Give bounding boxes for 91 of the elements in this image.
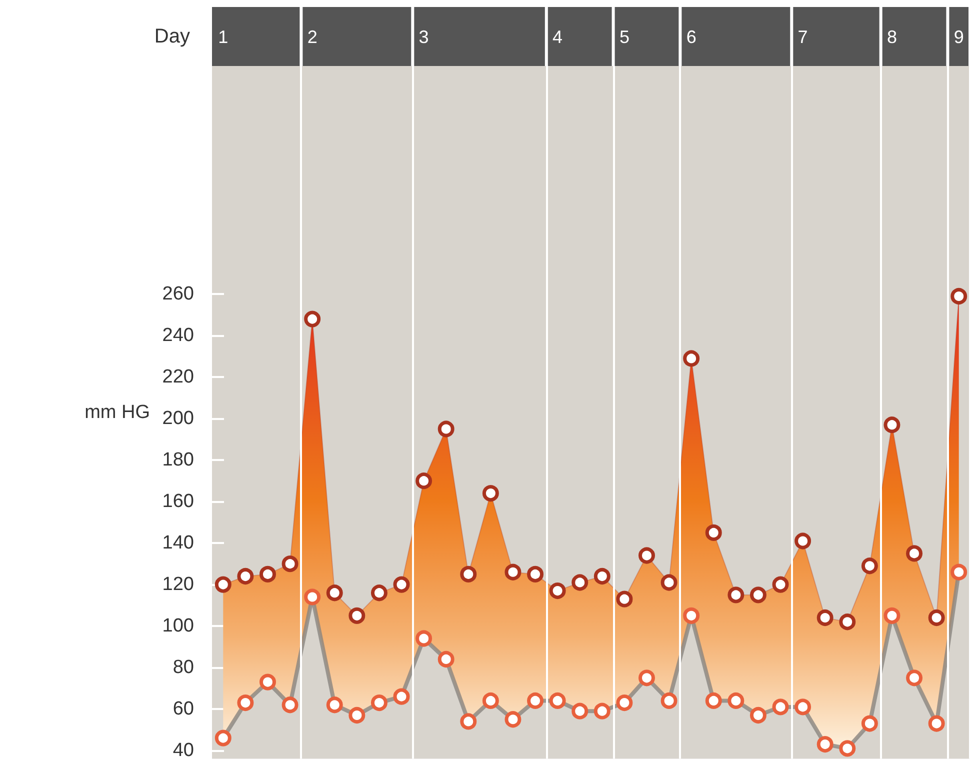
- point: [482, 692, 499, 709]
- point: [884, 416, 900, 434]
- point: [750, 586, 766, 604]
- x-tick-label: 2: [307, 27, 318, 47]
- point: [616, 590, 633, 608]
- point: [839, 740, 856, 757]
- x-tick-label: 3: [418, 27, 429, 47]
- point: [816, 736, 834, 753]
- point: [594, 702, 610, 720]
- x-tick-label: 9: [954, 27, 964, 47]
- point: [772, 698, 789, 716]
- point: [304, 588, 321, 606]
- point: [482, 485, 499, 502]
- point: [527, 692, 544, 709]
- point: [326, 696, 343, 714]
- point: [504, 711, 522, 728]
- point: [884, 607, 900, 624]
- y-tick-label: 260: [162, 284, 194, 305]
- y-tick-label: 60: [172, 698, 194, 720]
- point: [214, 730, 232, 746]
- point: [527, 566, 544, 582]
- point: [260, 566, 276, 582]
- point: [460, 566, 477, 582]
- point: [772, 576, 789, 593]
- point: [638, 670, 655, 686]
- point: [326, 584, 343, 602]
- point: [393, 688, 410, 705]
- point: [928, 610, 945, 626]
- point: [750, 706, 766, 724]
- point: [504, 564, 522, 580]
- y-tick-label: 200: [162, 408, 194, 430]
- point: [416, 630, 432, 647]
- point: [728, 586, 744, 604]
- x-tick-label: 8: [886, 27, 897, 47]
- point: [237, 694, 254, 712]
- x-axis-title: Day: [154, 26, 190, 48]
- point: [906, 545, 923, 562]
- point: [282, 696, 298, 714]
- point: [237, 568, 254, 585]
- point: [370, 694, 388, 712]
- point: [705, 692, 722, 709]
- point: [438, 650, 454, 668]
- x-tick-label: 4: [552, 27, 563, 47]
- point: [861, 715, 878, 732]
- point: [638, 547, 655, 564]
- point: [260, 674, 276, 690]
- point: [861, 558, 878, 574]
- point: [928, 715, 945, 732]
- point: [393, 576, 410, 593]
- point: [660, 574, 678, 591]
- point: [594, 568, 610, 585]
- point: [906, 670, 923, 686]
- point: [549, 582, 566, 600]
- point: [214, 576, 232, 593]
- point: [572, 702, 588, 720]
- point: [794, 532, 812, 550]
- point: [549, 692, 566, 709]
- point: [794, 698, 812, 716]
- point: [839, 614, 856, 630]
- y-tick-label: 140: [162, 532, 194, 554]
- point: [660, 692, 678, 709]
- point: [572, 574, 588, 591]
- point: [304, 310, 321, 328]
- x-tick-label: 1: [218, 27, 228, 47]
- point: [816, 610, 834, 626]
- point: [370, 584, 388, 602]
- x-tick-label: 5: [619, 27, 630, 47]
- point: [683, 607, 700, 624]
- y-tick-label: 40: [172, 740, 194, 760]
- y-tick-label: 160: [162, 491, 194, 512]
- point: [416, 472, 432, 490]
- y-tick-label: 180: [162, 450, 194, 471]
- point: [950, 288, 968, 304]
- point: [438, 420, 454, 438]
- y-axis-title: mm HG: [84, 402, 150, 423]
- point: [282, 556, 298, 572]
- point: [348, 706, 366, 724]
- point: [705, 524, 722, 541]
- y-tick-label: 80: [172, 657, 194, 678]
- y-tick-label: 240: [162, 325, 194, 346]
- point: [683, 350, 700, 367]
- y-tick-label: 120: [162, 574, 194, 596]
- x-tick-label: 7: [798, 27, 808, 47]
- y-tick-label: 220: [162, 366, 194, 388]
- point: [728, 692, 744, 709]
- point: [950, 564, 968, 580]
- y-tick-label: 100: [162, 616, 194, 637]
- point: [460, 713, 477, 730]
- x-tick-label: 6: [686, 27, 696, 47]
- point: [616, 694, 633, 712]
- point: [348, 607, 366, 624]
